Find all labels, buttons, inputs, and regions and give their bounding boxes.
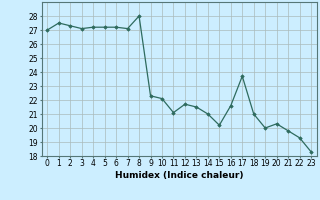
- X-axis label: Humidex (Indice chaleur): Humidex (Indice chaleur): [115, 171, 244, 180]
